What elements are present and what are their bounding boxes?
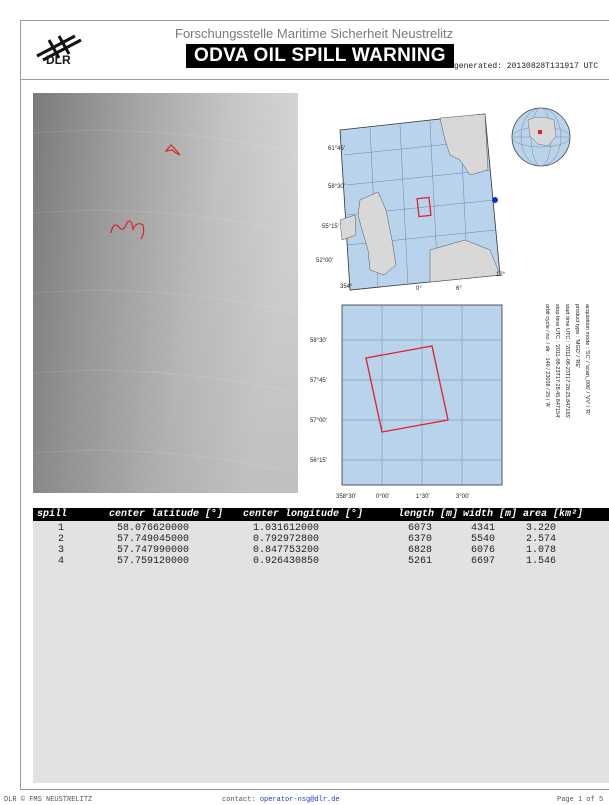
overview-lat-label-0: 61°45' (328, 146, 345, 152)
meta-line-3: stop time UTC : '2011-08-23T17:28:45.847… (554, 304, 560, 418)
cell-center-latitude: 57.759120000 (117, 556, 190, 567)
overview-map: 61°45' 58°30' 55°15' 52°00' 354° 0° 6° 1… (316, 113, 506, 292)
spill-table: spill center latitude [°] center longitu… (33, 508, 609, 783)
cell-length: 5261 (408, 556, 433, 567)
col-header-center-latitude: center latitude [°] (109, 509, 224, 520)
swath-outline (365, 345, 449, 433)
cell-center-latitude: 58.076620000 (117, 523, 190, 534)
col-header-width: width [m] (463, 509, 518, 520)
logo-text: DLR (46, 53, 71, 67)
cell-width: 6697 (471, 556, 496, 567)
cell-length: 6073 (408, 523, 433, 534)
detail-lat-label-1: 57°45' (310, 378, 327, 384)
organization-name: Forschungsstelle Maritime Sicherheit Neu… (175, 26, 454, 41)
meta-line-0: acquisition mode : 'SC' / 'scan_006' / '… (584, 304, 590, 415)
footer-contact-label: contact: (222, 796, 256, 804)
overview-lat-label-2: 55°15' (322, 224, 339, 230)
cell-area: 2.574 (526, 534, 557, 545)
cell-width: 4341 (471, 523, 496, 534)
cell-center-longitude: 0.792972800 (253, 534, 320, 545)
detail-lon-label-1: 0°00' (376, 494, 390, 500)
overview-lon-label-2: 6° (456, 286, 462, 292)
detail-lon-label-3: 3°00' (456, 494, 470, 500)
cell-width: 5540 (471, 534, 496, 545)
overview-lon-label-1: 0° (416, 286, 422, 292)
cell-area: 1.546 (526, 556, 557, 567)
meta-line-2: start time UTC : '2011-08-23T17:28:25.84… (564, 304, 570, 419)
col-header-center-longitude: center longitude [°] (243, 509, 364, 520)
page-frame (20, 20, 609, 790)
col-header-spill: spill (37, 509, 68, 520)
overview-lon-label-0: 354° (340, 284, 353, 290)
generated-timestamp: generated: 20130828T131917 UTC (454, 62, 599, 71)
detail-lat-label-2: 57°00' (310, 418, 327, 424)
cell-spill: 2 (58, 534, 65, 545)
col-header-length: length [m] (398, 509, 459, 520)
overview-lat-label-3: 52°00' (316, 258, 333, 264)
meta-line-4: orbit cycle / no. / dir. : 146 / 23038 /… (544, 304, 550, 408)
cell-center-latitude: 57.747990000 (117, 545, 190, 556)
detail-lon-label-0: 358°30' (336, 494, 356, 500)
overview-lat-label-1: 58°30' (328, 184, 345, 190)
acquisition-metadata: acquisition mode : 'SC' / 'scan_006' / '… (544, 304, 590, 419)
cell-center-latitude: 57.749045000 (117, 534, 190, 545)
contact-email-link[interactable]: operator-nsg@dlr.de (259, 796, 340, 804)
cell-area: 1.078 (526, 545, 557, 556)
cell-spill: 4 (58, 556, 65, 567)
detail-lon-label-2: 1°30' (416, 494, 430, 500)
cell-center-longitude: 0.847753200 (253, 545, 320, 556)
detail-lat-label-0: 58°30' (310, 338, 327, 344)
page-number: Page 1 of 5 (557, 796, 604, 804)
cell-center-longitude: 0.926430850 (253, 556, 320, 567)
footer-copyright: DLR © FMS NEUSTRELITZ (4, 796, 93, 804)
overview-lon-label-3: 12° (496, 272, 506, 278)
detail-lat-label-3: 56°15' (310, 458, 327, 464)
spill-outline-2 (110, 220, 145, 240)
meta-line-1: product type : 'MGD' / 'RE' (574, 304, 580, 368)
globe-locator (511, 107, 571, 167)
col-header-area: area [km²] (523, 509, 584, 520)
footer-contact: contact: operator-nsg@dlr.de (222, 796, 340, 804)
cell-length: 6370 (408, 534, 433, 545)
detail-map: 58°30' 57°45' 57°00' 56°15' 358°30' 0°00… (310, 304, 503, 500)
spill-outline-1 (164, 144, 181, 156)
header (21, 21, 609, 80)
cell-length: 6828 (408, 545, 433, 556)
cell-spill: 1 (58, 523, 65, 534)
dlr-logo-icon (36, 34, 82, 62)
cell-center-longitude: 1.031612000 (253, 523, 320, 534)
cell-width: 6076 (471, 545, 496, 556)
cell-area: 3.220 (526, 523, 557, 534)
table-header-row: spill center latitude [°] center longitu… (33, 508, 609, 521)
sar-image (33, 93, 298, 493)
cell-spill: 3 (58, 545, 65, 556)
page-title: ODVA OIL SPILL WARNING (186, 44, 454, 68)
